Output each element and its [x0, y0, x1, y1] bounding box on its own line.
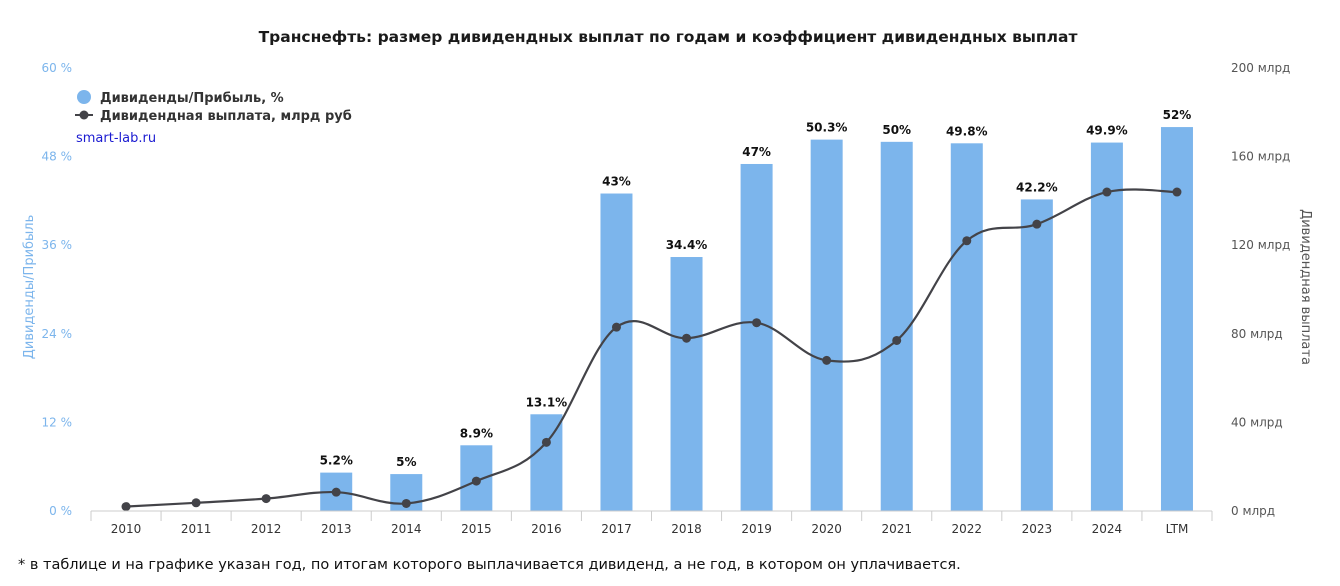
bar[interactable]	[740, 163, 773, 511]
x-tick-label: 2017	[601, 522, 632, 536]
left-tick-label: 0 %	[49, 504, 72, 518]
right-tick-label: 0 млрд	[1231, 504, 1275, 518]
left-tick-label: 12 %	[42, 415, 73, 429]
right-axis-title: Дивидендная выплата	[1298, 209, 1313, 365]
x-tick-label: 2024	[1092, 522, 1123, 536]
line-point[interactable]	[331, 487, 341, 497]
bar-data-label: 50.3%	[806, 121, 848, 135]
right-tick-label: 80 млрд	[1231, 327, 1283, 341]
bar-series	[320, 127, 1193, 512]
left-tick-label: 36 %	[42, 238, 73, 252]
x-tick-label: 2014	[391, 522, 422, 536]
right-tick-label: 40 млрд	[1231, 415, 1283, 429]
bar-data-label: 5.2%	[320, 454, 353, 468]
x-tick-label: 2010	[111, 522, 142, 536]
left-axis-ticks: 0 % 12 % 24 % 36 % 48 % 60 %	[42, 61, 73, 518]
line-point[interactable]	[1102, 187, 1112, 197]
bar-data-label: 8.9%	[460, 426, 493, 440]
left-axis-title: Дивиденды/Прибыль	[22, 215, 37, 360]
line-series	[121, 187, 1182, 512]
x-tick-label: 2021	[881, 522, 912, 536]
legend: Дивиденды/Прибыль, % Дивидендная выплата…	[75, 90, 352, 124]
bar[interactable]	[950, 143, 983, 511]
left-tick-label: 48 %	[42, 150, 73, 164]
bar-data-label: 52%	[1163, 108, 1192, 122]
right-tick-label: 120 млрд	[1231, 238, 1290, 252]
line-point[interactable]	[191, 498, 201, 508]
x-tick-label: LTM	[1166, 522, 1189, 536]
bar[interactable]	[880, 141, 913, 512]
line-point[interactable]	[471, 476, 481, 486]
x-tick-label: 2022	[952, 522, 983, 536]
line-path	[125, 188, 1177, 508]
line-point[interactable]	[401, 498, 411, 508]
credit-link[interactable]: smart-lab.ru	[76, 131, 156, 146]
line-point[interactable]	[962, 236, 972, 246]
legend-line-marker	[79, 110, 89, 120]
line-point[interactable]	[682, 333, 692, 343]
footnote: * в таблице и на графике указан год, по …	[18, 557, 961, 573]
bar-data-label: 42.2%	[1016, 180, 1058, 194]
line-point[interactable]	[892, 335, 902, 345]
bar-data-label: 49.8%	[946, 124, 988, 138]
legend-item-bars[interactable]: Дивиденды/Прибыль, %	[77, 90, 284, 106]
x-tick-label: 2020	[811, 522, 842, 536]
bar[interactable]	[530, 414, 563, 511]
x-tick-label: 2019	[741, 522, 772, 536]
bar-data-label: 49.9%	[1086, 124, 1128, 138]
bar[interactable]	[1160, 127, 1193, 512]
right-tick-label: 200 млрд	[1231, 61, 1290, 75]
bar-data-label: 50%	[882, 123, 911, 137]
bar-data-label: 34.4%	[666, 238, 708, 252]
line-point[interactable]	[121, 502, 131, 512]
x-axis-ticks: 2010 2011 2012 2013 2014 2015 2016 2017 2018 2019…	[90, 511, 1213, 536]
bar-data-label: 13.1%	[526, 395, 568, 409]
bar[interactable]	[810, 139, 843, 511]
line-point[interactable]	[611, 322, 621, 332]
x-tick-label: 2011	[181, 522, 212, 536]
chart-title: Транснефть: размер дивидендных выплат по…	[259, 28, 1078, 46]
x-tick-label: 2012	[251, 522, 282, 536]
bar[interactable]	[600, 193, 633, 511]
line-point[interactable]	[752, 318, 762, 328]
bar-data-label: 43%	[602, 175, 631, 189]
legend-bar-label: Дивиденды/Прибыль, %	[100, 91, 284, 106]
x-tick-label: 2018	[671, 522, 702, 536]
x-tick-label: 2016	[531, 522, 562, 536]
x-tick-label: 2013	[321, 522, 352, 536]
left-tick-label: 24 %	[42, 327, 73, 341]
legend-item-line[interactable]: Дивидендная выплата, млрд руб	[75, 109, 352, 124]
bar-data-label: 47%	[742, 145, 771, 159]
x-tick-label: 2023	[1022, 522, 1053, 536]
right-axis-ticks: 0 млрд 40 млрд 80 млрд 120 млрд 160 млрд 200 …	[1231, 61, 1290, 518]
bar[interactable]	[1020, 199, 1053, 511]
line-point[interactable]	[822, 355, 832, 365]
line-point[interactable]	[541, 437, 551, 447]
line-point[interactable]	[1172, 187, 1182, 197]
left-tick-label: 60 %	[42, 61, 73, 75]
bar-data-labels: 5.2% 5% 8.9% 13.1% 43% 34.4% 47% 50.3% 50% 49.8% 4…	[320, 108, 1192, 469]
line-point[interactable]	[261, 494, 271, 504]
legend-line-label: Дивидендная выплата, млрд руб	[100, 109, 352, 124]
bar[interactable]	[1090, 142, 1123, 512]
right-tick-label: 160 млрд	[1231, 150, 1290, 164]
line-point[interactable]	[1032, 219, 1042, 229]
x-tick-label: 2015	[461, 522, 492, 536]
bar[interactable]	[670, 257, 703, 511]
legend-bar-symbol	[77, 90, 91, 104]
bar-data-label: 5%	[396, 455, 416, 469]
